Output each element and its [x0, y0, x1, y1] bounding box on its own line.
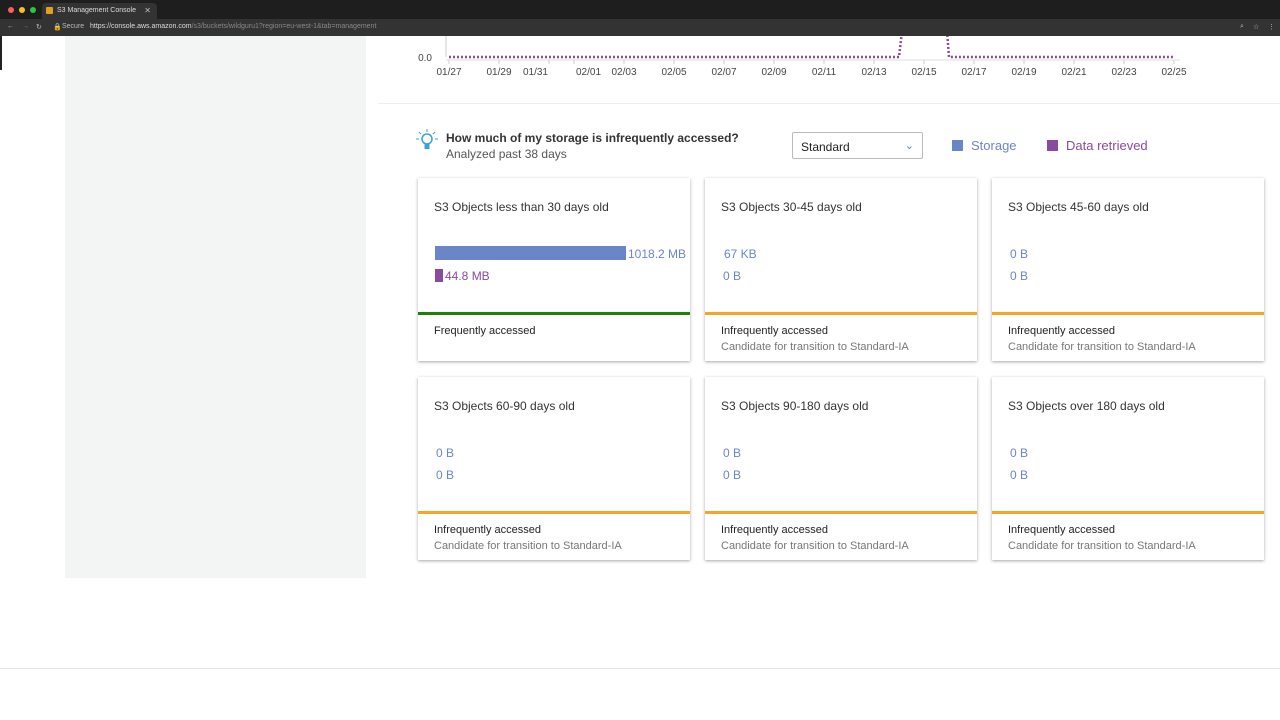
storage-age-card: S3 Objects 45-60 days old 0 B 0 B Infrequ…: [992, 178, 1264, 361]
x-tick-label: 02/11: [812, 67, 837, 78]
storage-bar: [435, 246, 626, 260]
data-retrieved-value: 0 B: [1010, 468, 1029, 482]
transition-note: Candidate for transition to Standard-IA: [721, 540, 909, 552]
tab-title: S3 Management Console: [57, 7, 136, 14]
bookmark-star-icon[interactable]: ☆: [1253, 24, 1260, 31]
card-title: S3 Objects 60-90 days old: [434, 399, 575, 413]
back-icon[interactable]: ←: [7, 23, 14, 30]
x-tick-label: 01/27: [436, 67, 461, 78]
address-bar: ← → ↻ 🔒 Secure https://console.aws.amazo…: [0, 19, 1280, 36]
data-retrieved-value: 0 B: [1010, 269, 1029, 283]
data-retrieved-swatch-icon: [1047, 140, 1058, 151]
data-retrieved-line: [449, 36, 1174, 59]
storage-age-card: S3 Objects 90-180 days old 0 B 0 B Infreq…: [705, 377, 977, 560]
secure-label: Secure: [62, 23, 85, 30]
data-retrieved-value: 0 B: [723, 468, 742, 482]
lock-icon: 🔒: [53, 24, 62, 31]
access-status: Infrequently accessed: [721, 325, 829, 337]
menu-icon[interactable]: ⋮: [1268, 24, 1275, 31]
access-status: Infrequently accessed: [721, 524, 829, 536]
card-title: S3 Objects less than 30 days old: [434, 200, 609, 214]
x-tick-label: 02/15: [911, 67, 936, 78]
card-title: S3 Objects 30-45 days old: [721, 200, 862, 214]
window-edge: [0, 36, 2, 70]
access-status: Infrequently accessed: [434, 524, 542, 536]
x-tick-label: 02/23: [1111, 67, 1136, 78]
transition-note: Candidate for transition to Standard-IA: [1008, 341, 1196, 353]
legend-data-retrieved: Data retrieved: [1047, 138, 1148, 153]
analysis-subtitle: Analyzed past 38 days: [446, 147, 567, 161]
status-indicator-line: [418, 511, 690, 514]
x-tick-label: 02/03: [611, 67, 636, 78]
x-tick-label: 02/01: [576, 67, 601, 78]
x-tick-label: 02/25: [1161, 67, 1186, 78]
analysis-question: How much of my storage is infrequently a…: [446, 131, 739, 145]
reload-icon[interactable]: ↻: [36, 24, 42, 31]
status-indicator-line: [992, 312, 1264, 315]
x-tick-label: 02/05: [661, 67, 686, 78]
transition-note: Candidate for transition to Standard-IA: [1008, 540, 1196, 552]
forward-icon[interactable]: →: [22, 23, 29, 30]
storage-class-select[interactable]: Standard ⌄: [792, 132, 923, 159]
url-host: https://console.aws.amazon.com: [90, 23, 192, 30]
storage-value: 67 KB: [724, 247, 757, 261]
x-tick-label: 02/13: [861, 67, 886, 78]
x-tick-label: 02/17: [961, 67, 986, 78]
x-tick-label: 02/19: [1011, 67, 1036, 78]
status-indicator-line: [705, 511, 977, 514]
maximize-window-icon[interactable]: [30, 7, 36, 13]
storage-value: 0 B: [1010, 247, 1029, 261]
storage-age-card: S3 Objects 30-45 days old 67 KB 0 B Infre…: [705, 178, 977, 361]
sidebar-panel: [65, 36, 366, 578]
transition-note: Candidate for transition to Standard-IA: [434, 540, 622, 552]
storage-value: 1018.2 MB: [628, 247, 687, 261]
url-field[interactable]: https://console.aws.amazon.com/s3/bucket…: [90, 23, 376, 30]
x-tick-label: 01/31: [523, 67, 548, 78]
storage-value: 0 B: [436, 446, 455, 460]
card-title: S3 Objects over 180 days old: [1008, 399, 1165, 413]
legend-label: Data retrieved: [1066, 138, 1148, 153]
divider: [378, 103, 1280, 104]
storage-class-value: Standard: [801, 140, 850, 154]
storage-value: 0 B: [723, 446, 742, 460]
data-retrieved-value: 0 B: [436, 468, 455, 482]
footer-divider: [0, 668, 1280, 669]
aws-favicon-icon: [46, 7, 53, 14]
chevron-down-icon: ⌄: [904, 140, 914, 152]
access-status: Infrequently accessed: [1008, 524, 1116, 536]
storage-age-card: S3 Objects less than 30 days old 1018.2 …: [418, 178, 690, 361]
data-retrieved-value: 0 B: [723, 269, 742, 283]
minimize-window-icon[interactable]: [19, 7, 25, 13]
storage-age-card: S3 Objects 60-90 days old 0 B 0 B Infrequ…: [418, 377, 690, 560]
x-tick-label: 02/09: [761, 67, 786, 78]
transition-note: Candidate for transition to Standard-IA: [721, 341, 909, 353]
storage-value: 0 B: [1010, 446, 1029, 460]
y-tick-label: 0.0: [418, 53, 432, 64]
data-retrieved-bar: [435, 269, 443, 282]
legend-label: Storage: [971, 138, 1017, 153]
access-status: Frequently accessed: [434, 325, 536, 337]
browser-tab-bar: S3 Management Console ✕: [0, 0, 1280, 19]
status-indicator-line: [992, 511, 1264, 514]
card-title: S3 Objects 45-60 days old: [1008, 200, 1149, 214]
card-title: S3 Objects 90-180 days old: [721, 399, 869, 413]
browser-tab[interactable]: S3 Management Console ✕: [42, 3, 157, 19]
legend-storage: Storage: [952, 138, 1017, 153]
close-window-icon[interactable]: [8, 7, 14, 13]
lightbulb-icon: [416, 129, 438, 149]
status-indicator-line: [418, 312, 690, 315]
chart: 0.0 01/27 01/29 01/31 02/01 02/03 02/05 02/07 02…: [418, 36, 1187, 78]
url-path: /s3/buckets/wildguru1?region=eu-west-1&t…: [191, 23, 377, 30]
storage-swatch-icon: [952, 140, 963, 151]
status-indicator-line: [705, 312, 977, 315]
access-status: Infrequently accessed: [1008, 325, 1116, 337]
storage-age-card: S3 Objects over 180 days old 0 B 0 B Infr…: [992, 377, 1264, 560]
zoom-icon[interactable]: ⌕: [1240, 23, 1244, 30]
close-tab-icon[interactable]: ✕: [144, 6, 151, 15]
data-retrieved-value: 44.8 MB: [445, 269, 490, 283]
x-tick-label: 02/07: [711, 67, 736, 78]
x-tick-label: 02/21: [1061, 67, 1086, 78]
x-tick-label: 01/29: [486, 67, 511, 78]
